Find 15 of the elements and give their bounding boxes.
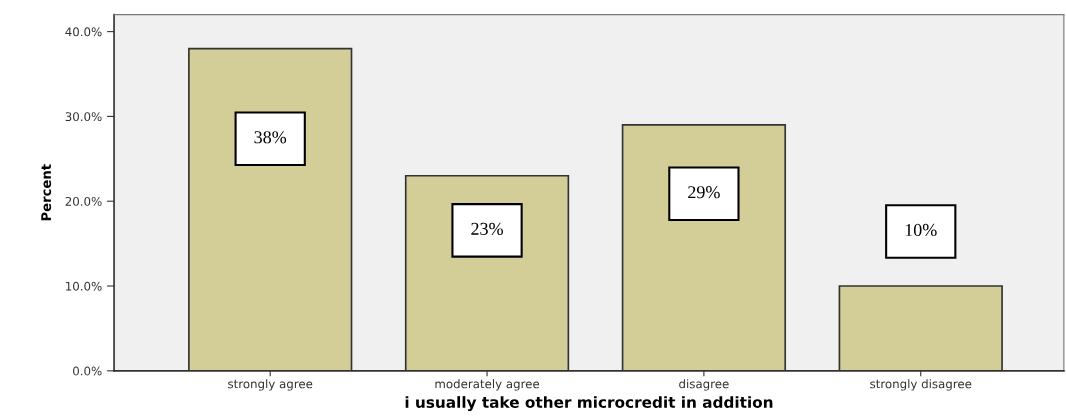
data-label: 38%: [254, 131, 287, 144]
y-tick-label: 10.0%: [66, 281, 102, 291]
x-tick-label: strongly agree: [228, 379, 313, 391]
y-tick-label: 40.0%: [65, 27, 102, 37]
x-tick-label: moderately agree: [435, 379, 540, 391]
y-tick-label: 30.0%: [65, 112, 102, 122]
data-label: 10%: [905, 223, 937, 237]
y-axis-title: Percent: [41, 164, 52, 221]
x-tick-label: disagree: [679, 379, 729, 391]
x-axis-title: i usually take other microcredit in addition: [405, 396, 773, 412]
data-label: 29%: [688, 186, 720, 199]
y-tick-label: 0.0%: [73, 366, 102, 376]
data-label: 23%: [471, 222, 503, 235]
x-tick-label: strongly disagree: [870, 379, 972, 391]
y-tick-label: 20.0%: [65, 196, 102, 206]
